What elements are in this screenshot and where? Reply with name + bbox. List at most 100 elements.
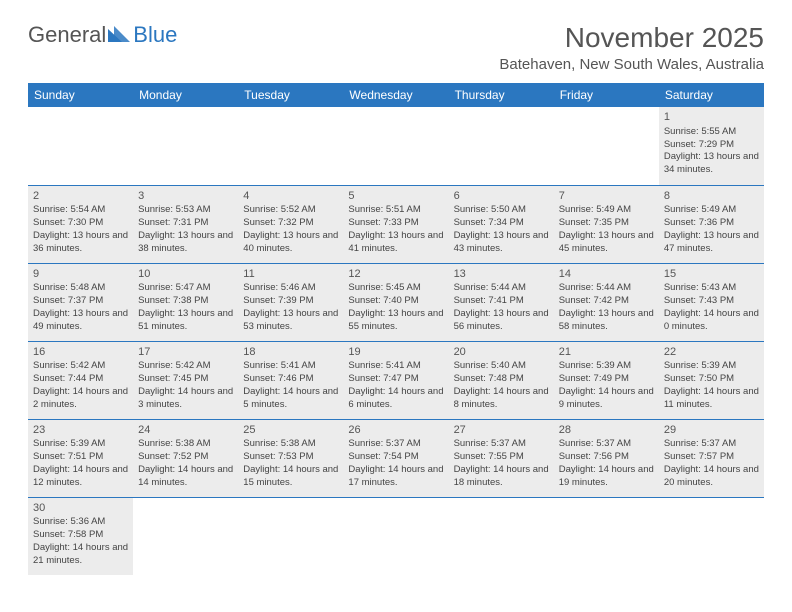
calendar-empty <box>659 497 764 575</box>
sunset-line: Sunset: 7:53 PM <box>243 451 338 464</box>
calendar-row: 16Sunrise: 5:42 AMSunset: 7:44 PMDayligh… <box>28 341 764 419</box>
daylight-line: Daylight: 14 hours and 11 minutes. <box>664 386 759 412</box>
sunset-line: Sunset: 7:39 PM <box>243 295 338 308</box>
day-number: 27 <box>454 423 549 438</box>
sunrise-line: Sunrise: 5:44 AM <box>454 282 549 295</box>
calendar-day: 2Sunrise: 5:54 AMSunset: 7:30 PMDaylight… <box>28 185 133 263</box>
day-number: 17 <box>138 345 233 360</box>
daylight-line: Daylight: 14 hours and 20 minutes. <box>664 464 759 490</box>
sunset-line: Sunset: 7:41 PM <box>454 295 549 308</box>
day-number: 14 <box>559 267 654 282</box>
sunrise-line: Sunrise: 5:55 AM <box>664 126 759 139</box>
calendar-empty <box>133 107 238 185</box>
calendar-day: 5Sunrise: 5:51 AMSunset: 7:33 PMDaylight… <box>343 185 448 263</box>
logo-text-2: Blue <box>133 22 177 48</box>
calendar-day: 18Sunrise: 5:41 AMSunset: 7:46 PMDayligh… <box>238 341 343 419</box>
calendar-empty <box>554 107 659 185</box>
sunrise-line: Sunrise: 5:43 AM <box>664 282 759 295</box>
calendar-day: 8Sunrise: 5:49 AMSunset: 7:36 PMDaylight… <box>659 185 764 263</box>
day-number: 24 <box>138 423 233 438</box>
sunset-line: Sunset: 7:43 PM <box>664 295 759 308</box>
day-number: 8 <box>664 189 759 204</box>
sunrise-line: Sunrise: 5:42 AM <box>33 360 128 373</box>
sunset-line: Sunset: 7:57 PM <box>664 451 759 464</box>
sunrise-line: Sunrise: 5:39 AM <box>33 438 128 451</box>
calendar-empty <box>449 107 554 185</box>
sunset-line: Sunset: 7:49 PM <box>559 373 654 386</box>
calendar-day: 27Sunrise: 5:37 AMSunset: 7:55 PMDayligh… <box>449 419 554 497</box>
sunrise-line: Sunrise: 5:50 AM <box>454 204 549 217</box>
sunset-line: Sunset: 7:35 PM <box>559 217 654 230</box>
day-number: 9 <box>33 267 128 282</box>
sunset-line: Sunset: 7:36 PM <box>664 217 759 230</box>
day-number: 16 <box>33 345 128 360</box>
sunrise-line: Sunrise: 5:44 AM <box>559 282 654 295</box>
day-header: Friday <box>554 83 659 107</box>
day-number: 21 <box>559 345 654 360</box>
calendar-day: 26Sunrise: 5:37 AMSunset: 7:54 PMDayligh… <box>343 419 448 497</box>
calendar-empty <box>238 497 343 575</box>
calendar-day: 21Sunrise: 5:39 AMSunset: 7:49 PMDayligh… <box>554 341 659 419</box>
day-number: 18 <box>243 345 338 360</box>
daylight-line: Daylight: 13 hours and 47 minutes. <box>664 230 759 256</box>
calendar-row: 9Sunrise: 5:48 AMSunset: 7:37 PM Daylight… <box>28 263 764 341</box>
sunrise-line: Sunrise: 5:41 AM <box>243 360 338 373</box>
calendar-day: 25Sunrise: 5:38 AMSunset: 7:53 PMDayligh… <box>238 419 343 497</box>
daylight-line: Daylight: 13 hours and 41 minutes. <box>348 230 443 256</box>
sunset-line: Sunset: 7:48 PM <box>454 373 549 386</box>
sunrise-line: Sunrise: 5:39 AM <box>664 360 759 373</box>
sunrise-line: Sunrise: 5:48 AM <box>33 282 128 295</box>
logo-text-1: General <box>28 22 106 48</box>
calendar-table: SundayMondayTuesdayWednesdayThursdayFrid… <box>28 83 764 575</box>
logo: General Blue <box>28 22 177 48</box>
day-number: 15 <box>664 267 759 282</box>
calendar-day: 23Sunrise: 5:39 AMSunset: 7:51 PMDayligh… <box>28 419 133 497</box>
calendar-row: 1Sunrise: 5:55 AMSunset: 7:29 PMDaylight… <box>28 107 764 185</box>
daylight-line: Daylight: 14 hours and 6 minutes. <box>348 386 443 412</box>
sunrise-line: Sunrise: 5:36 AM <box>33 516 128 529</box>
sunset-line: Sunset: 7:29 PM <box>664 139 759 152</box>
daylight-line: Daylight: 14 hours and 3 minutes. <box>138 386 233 412</box>
sunrise-line: Sunrise: 5:51 AM <box>348 204 443 217</box>
calendar-row: 2Sunrise: 5:54 AMSunset: 7:30 PMDaylight… <box>28 185 764 263</box>
day-number: 22 <box>664 345 759 360</box>
daylight-line: Daylight: 13 hours and 36 minutes. <box>33 230 128 256</box>
sunrise-line: Sunrise: 5:47 AM <box>138 282 233 295</box>
daylight-line: Daylight: 13 hours and 55 minutes. <box>348 308 443 334</box>
day-header: Thursday <box>449 83 554 107</box>
sunrise-line: Sunrise: 5:37 AM <box>454 438 549 451</box>
daylight-line: Daylight: 13 hours and 56 minutes. <box>454 308 549 334</box>
sunset-line: Sunset: 7:50 PM <box>664 373 759 386</box>
sunrise-line: Sunrise: 5:45 AM <box>348 282 443 295</box>
daylight-line: Daylight: 14 hours and 5 minutes. <box>243 386 338 412</box>
day-number: 28 <box>559 423 654 438</box>
sunset-line: Sunset: 7:51 PM <box>33 451 128 464</box>
calendar-empty <box>343 497 448 575</box>
daylight-line: Daylight: 13 hours and 58 minutes. <box>559 308 654 334</box>
day-number: 12 <box>348 267 443 282</box>
sunset-line: Sunset: 7:37 PM <box>33 295 128 308</box>
calendar-day: 22Sunrise: 5:39 AMSunset: 7:50 PMDayligh… <box>659 341 764 419</box>
sunset-line: Sunset: 7:52 PM <box>138 451 233 464</box>
calendar-day: 4Sunrise: 5:52 AMSunset: 7:32 PMDaylight… <box>238 185 343 263</box>
sunrise-line: Sunrise: 5:54 AM <box>33 204 128 217</box>
daylight-line: Daylight: 13 hours and 43 minutes. <box>454 230 549 256</box>
day-number: 4 <box>243 189 338 204</box>
day-number: 26 <box>348 423 443 438</box>
sunrise-line: Sunrise: 5:46 AM <box>243 282 338 295</box>
sunset-line: Sunset: 7:40 PM <box>348 295 443 308</box>
day-number: 10 <box>138 267 233 282</box>
sunset-line: Sunset: 7:42 PM <box>559 295 654 308</box>
calendar-day: 16Sunrise: 5:42 AMSunset: 7:44 PMDayligh… <box>28 341 133 419</box>
daylight-line: Daylight: 14 hours and 9 minutes. <box>559 386 654 412</box>
calendar-day: 6Sunrise: 5:50 AMSunset: 7:34 PMDaylight… <box>449 185 554 263</box>
sunrise-line: Sunrise: 5:49 AM <box>559 204 654 217</box>
sunset-line: Sunset: 7:58 PM <box>33 529 128 542</box>
daylight-line: Daylight: 13 hours and 38 minutes. <box>138 230 233 256</box>
calendar-day: 14Sunrise: 5:44 AMSunset: 7:42 PMDayligh… <box>554 263 659 341</box>
page-title: November 2025 <box>499 22 764 54</box>
day-number: 7 <box>559 189 654 204</box>
sunset-line: Sunset: 7:30 PM <box>33 217 128 230</box>
sunrise-line: Sunrise: 5:40 AM <box>454 360 549 373</box>
day-number: 23 <box>33 423 128 438</box>
